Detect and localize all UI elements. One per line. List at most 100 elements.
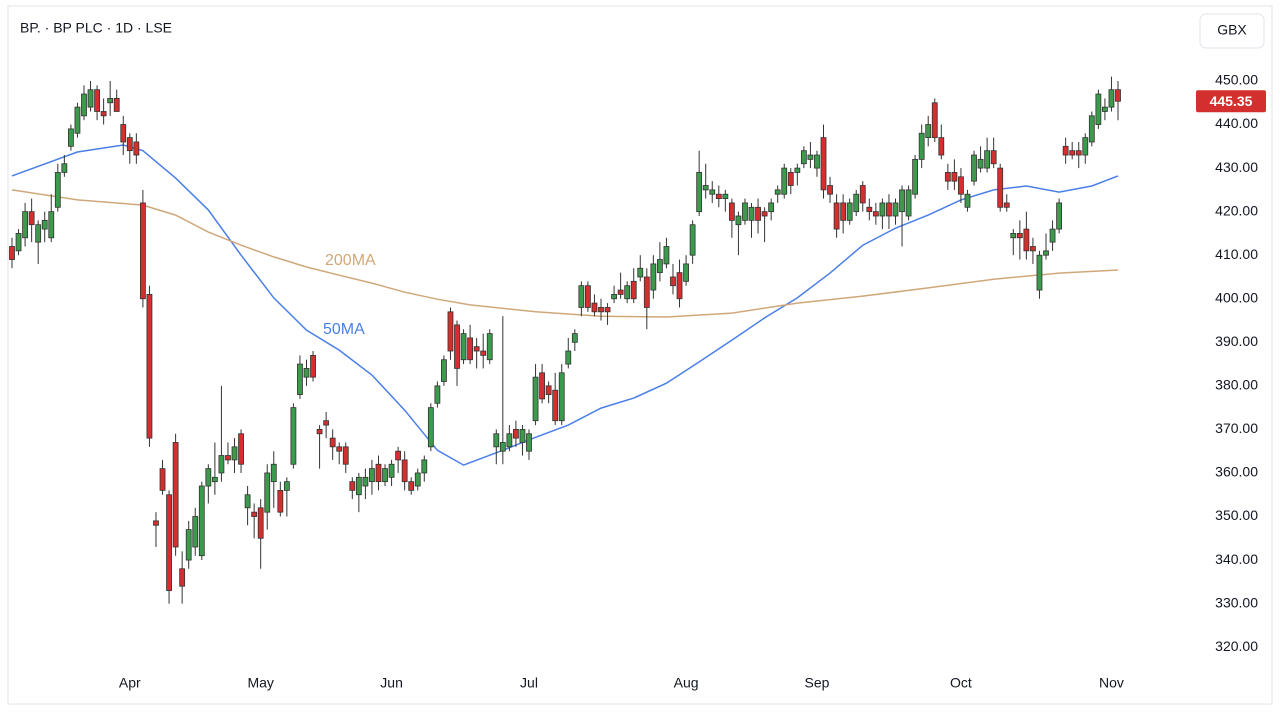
candle-body xyxy=(768,202,775,213)
candle-body xyxy=(545,385,552,395)
candle-body xyxy=(28,211,35,226)
x-tick-label: Nov xyxy=(1099,675,1124,691)
candle-body xyxy=(643,276,650,308)
candle-body xyxy=(598,307,604,313)
candle-body xyxy=(899,189,905,213)
candle-body xyxy=(48,211,55,239)
candle-body xyxy=(9,246,15,260)
candle-body xyxy=(742,202,748,221)
x-tick-label: Aug xyxy=(674,675,699,691)
candle-body xyxy=(460,333,467,361)
candle-body xyxy=(153,520,159,526)
candle-body xyxy=(388,463,395,478)
candle-body xyxy=(787,172,794,186)
candle-body xyxy=(774,189,781,195)
candle-body xyxy=(35,224,42,243)
y-tick-label: 400.00 xyxy=(1215,289,1258,305)
candle-body xyxy=(447,311,454,352)
candle-body xyxy=(918,132,925,160)
candle-body xyxy=(990,150,997,165)
candle-body xyxy=(362,476,369,487)
candle-body xyxy=(624,285,631,300)
candle-body xyxy=(120,124,127,143)
candle-body xyxy=(303,368,310,378)
y-tick-label: 420.00 xyxy=(1215,202,1258,218)
currency-label[interactable]: GBX xyxy=(1217,22,1247,38)
candle-body xyxy=(1036,254,1043,291)
candle-body xyxy=(670,276,676,287)
candle-body xyxy=(375,463,382,483)
candle-body xyxy=(859,185,866,204)
candle-body xyxy=(211,476,218,483)
candle-body xyxy=(454,324,460,369)
y-tick-label: 390.00 xyxy=(1215,333,1258,349)
candle-body xyxy=(683,263,689,282)
candle-body xyxy=(251,511,258,517)
candle-body xyxy=(172,442,179,548)
y-tick-label: 450.00 xyxy=(1215,72,1258,88)
candle-body xyxy=(22,211,28,239)
candle-body xyxy=(133,141,140,156)
candle-body xyxy=(192,516,199,548)
candle-body xyxy=(126,137,133,152)
candle-body xyxy=(369,468,375,483)
candle-body xyxy=(94,89,100,112)
candle-body xyxy=(820,137,827,191)
candle-body xyxy=(408,481,415,491)
candle-body xyxy=(238,433,244,465)
candle-body xyxy=(814,154,820,169)
candle-body xyxy=(532,376,539,422)
candle-body xyxy=(912,158,919,195)
candle-body xyxy=(225,455,231,461)
candle-body xyxy=(526,433,532,452)
candle-body xyxy=(781,167,788,195)
candle-body xyxy=(473,346,480,352)
candle-body xyxy=(1003,202,1010,208)
candle-body xyxy=(264,472,271,513)
candle-body xyxy=(630,280,637,300)
candle-body xyxy=(1082,137,1089,156)
candle-body xyxy=(290,407,297,465)
candle-body xyxy=(15,233,22,252)
candle-body xyxy=(493,433,500,448)
candle-body xyxy=(846,202,853,221)
candle-body xyxy=(840,202,847,221)
candle-body xyxy=(218,455,225,474)
candle-body xyxy=(676,272,683,300)
candle-body xyxy=(185,529,192,561)
candle-body xyxy=(349,481,356,491)
y-tick-label: 370.00 xyxy=(1215,420,1258,436)
candle-body xyxy=(807,154,814,160)
price-label: 445.35 xyxy=(1210,93,1253,109)
candle-body xyxy=(513,429,519,439)
y-tick-label: 360.00 xyxy=(1215,464,1258,480)
candle-body xyxy=(827,185,833,195)
candle-body xyxy=(87,89,94,108)
candle-body xyxy=(853,193,860,213)
candle-body xyxy=(892,202,899,217)
candle-body xyxy=(414,472,421,487)
y-tick-label: 430.00 xyxy=(1215,159,1258,175)
candle-body xyxy=(565,350,572,365)
candle-body xyxy=(506,433,513,448)
candle-body xyxy=(342,446,349,465)
line-label: 200MA xyxy=(325,252,376,269)
candle-body xyxy=(336,446,343,452)
candle-body xyxy=(964,193,971,208)
candle-body xyxy=(297,363,303,395)
y-tick-label: 410.00 xyxy=(1215,246,1258,262)
candle-body xyxy=(382,468,388,483)
candle-body xyxy=(198,485,205,557)
candle-body xyxy=(1062,145,1069,156)
y-tick-label: 330.00 xyxy=(1215,594,1258,610)
candle-body xyxy=(656,259,663,274)
x-tick-label: Apr xyxy=(119,675,141,691)
y-tick-label: 320.00 xyxy=(1215,638,1258,654)
candle-body xyxy=(879,202,886,217)
currency-button[interactable] xyxy=(1199,13,1265,49)
candle-body xyxy=(984,150,991,169)
candle-body xyxy=(1010,233,1017,239)
candle-body xyxy=(270,463,277,483)
candle-body xyxy=(81,93,87,117)
